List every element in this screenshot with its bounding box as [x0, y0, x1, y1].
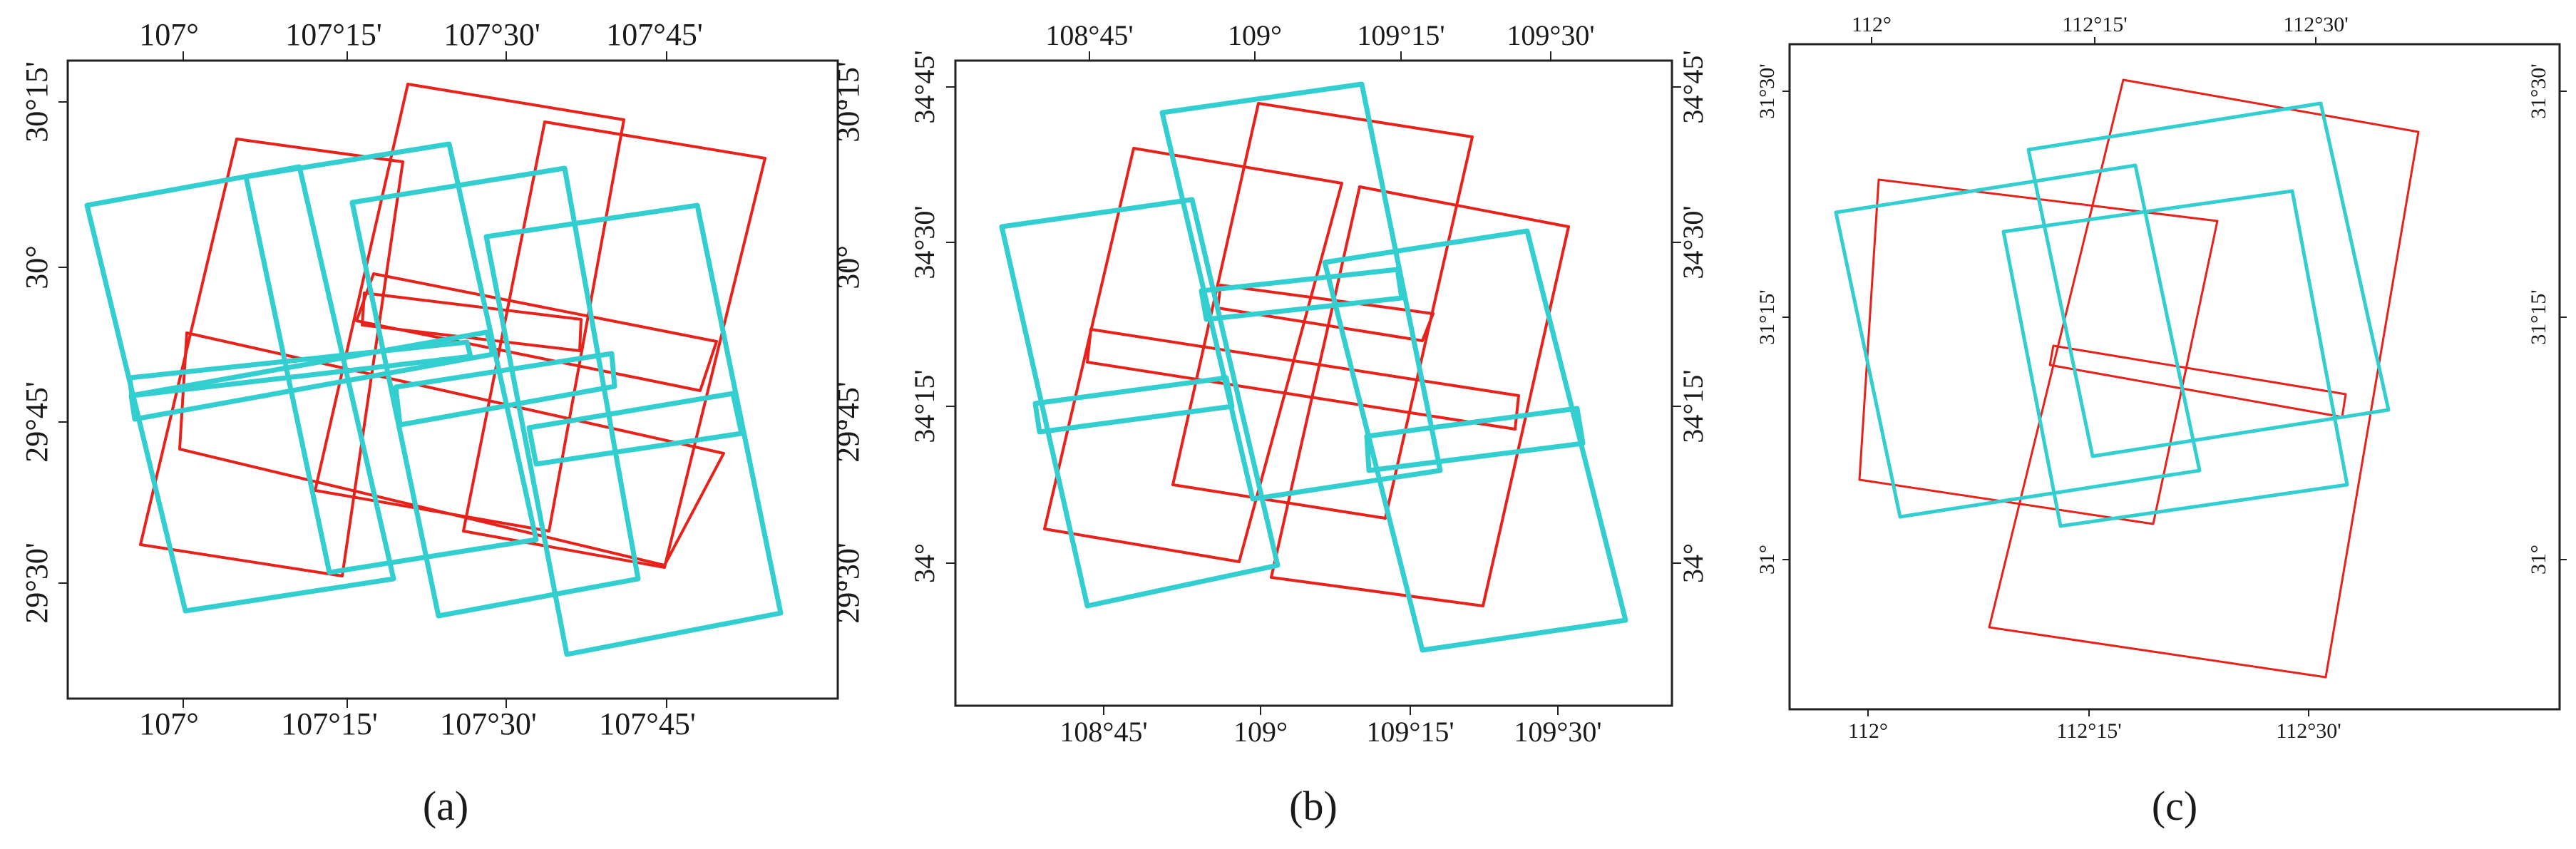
lon-label-bottom: 109°15' — [1366, 716, 1454, 748]
lat-label-left: 31° — [1755, 545, 1779, 575]
lon-label-bottom: 107°30' — [440, 706, 537, 741]
cyan-footprint — [1032, 375, 1235, 435]
cyan-footprint — [1364, 406, 1586, 473]
cyan-footprints-b — [999, 81, 1628, 653]
red-footprint — [1858, 178, 2219, 525]
map-frame-a — [66, 59, 839, 700]
cyan-footprint — [1159, 81, 1443, 502]
red-footprint — [1171, 102, 1474, 520]
cyan-footprint — [2001, 189, 2349, 528]
lon-label-bottom: 112°30' — [2276, 719, 2341, 743]
red-footprints-b — [1043, 102, 1570, 607]
lat-label-right: 31°30' — [2527, 63, 2550, 118]
red-footprint — [1043, 147, 1343, 563]
lat-label-right: 31°15' — [2527, 289, 2550, 344]
cyan-footprint — [483, 202, 784, 657]
lon-label-top: 108°45' — [1045, 19, 1133, 51]
lon-label-bottom: 109° — [1233, 716, 1288, 748]
lon-label-top: 107°45' — [606, 17, 703, 52]
lat-label-left: 31°15' — [1755, 289, 1779, 344]
lat-label-right: 31° — [2527, 545, 2550, 575]
cyan-footprint — [999, 197, 1281, 609]
cyan-footprint — [84, 164, 396, 614]
red-footprint — [139, 138, 404, 577]
lon-label-bottom: 108°45' — [1059, 716, 1147, 748]
panel-caption: (c) — [2152, 783, 2197, 829]
lon-label-top: 107°30' — [443, 17, 540, 52]
ticks-c — [1782, 37, 2567, 716]
cyan-footprint — [1199, 267, 1405, 322]
panel-caption: (a) — [423, 783, 468, 829]
lon-label-top: 112° — [1852, 13, 1892, 36]
lon-label-bottom: 112°15' — [2056, 719, 2121, 743]
lon-label-top: 109°30' — [1507, 19, 1594, 51]
lat-label-right: 30° — [831, 245, 866, 289]
lat-label-left: 29°45' — [19, 381, 54, 463]
lon-label-top: 109°15' — [1357, 19, 1444, 51]
lat-label-right: 29°45' — [831, 381, 866, 463]
lat-label-right: 34° — [1677, 543, 1709, 583]
lon-label-top: 107° — [139, 17, 199, 52]
panel-c: 112° 112°15' 112°30' 112° 112°15' 112°30… — [1755, 13, 2567, 829]
lat-label-left: 34°45' — [908, 50, 940, 123]
ticks-a — [58, 51, 847, 708]
panel-b: 108°45' 109° 109°15' 109°30' 108°45' 109… — [908, 19, 1709, 829]
red-footprint — [361, 292, 583, 352]
red-footprint — [462, 120, 766, 569]
lon-label-top: 107°15' — [285, 17, 382, 52]
cyan-footprint — [526, 391, 744, 467]
cyan-footprint — [393, 351, 617, 428]
cyan-footprints-c — [1834, 101, 2391, 528]
red-footprint — [1086, 328, 1520, 431]
cyan-footprints-a — [84, 141, 784, 657]
lat-label-right: 30°15' — [831, 61, 866, 143]
lon-label-bottom: 112° — [1848, 719, 1888, 743]
lon-label-bottom: 107°15' — [281, 706, 378, 741]
lon-label-bottom: 107° — [139, 706, 199, 741]
panel-a: 107° 107°15' 107°30' 107°45' 107° 107°15… — [19, 17, 866, 829]
cyan-footprint — [1834, 163, 2202, 519]
lat-label-left: 34°30' — [908, 205, 940, 279]
cyan-footprint — [1322, 228, 1628, 653]
lon-label-bottom: 109°30' — [1514, 716, 1601, 748]
cyan-footprint — [349, 165, 641, 619]
lat-label-left: 31°30' — [1755, 63, 1779, 118]
lat-label-left: 30° — [19, 245, 54, 289]
cyan-footprint — [127, 339, 473, 398]
lon-label-top: 112°15' — [2062, 13, 2127, 36]
lat-label-right: 34°15' — [1677, 369, 1709, 443]
lon-label-top: 112°30' — [2283, 13, 2348, 36]
lat-label-left: 34°15' — [908, 369, 940, 443]
cyan-footprint — [243, 141, 539, 575]
panel-caption: (b) — [1289, 783, 1338, 829]
red-footprint — [1988, 78, 2420, 679]
red-footprint — [2048, 344, 2347, 418]
lat-label-left: 34° — [908, 543, 940, 583]
ticks-b — [946, 51, 1681, 715]
lat-label-left: 30°15' — [19, 61, 54, 143]
map-frame-c — [1788, 43, 2561, 711]
lat-label-right: 34°30' — [1677, 205, 1709, 279]
lat-label-right: 29°30' — [831, 542, 866, 624]
cyan-footprint — [2026, 101, 2391, 458]
lon-label-top: 109° — [1228, 19, 1282, 51]
lat-label-left: 29°30' — [19, 542, 54, 624]
lat-label-right: 34°45' — [1677, 50, 1709, 123]
lon-label-bottom: 107°45' — [599, 706, 696, 741]
map-frame-b — [954, 59, 1673, 707]
red-footprint — [1270, 185, 1570, 607]
